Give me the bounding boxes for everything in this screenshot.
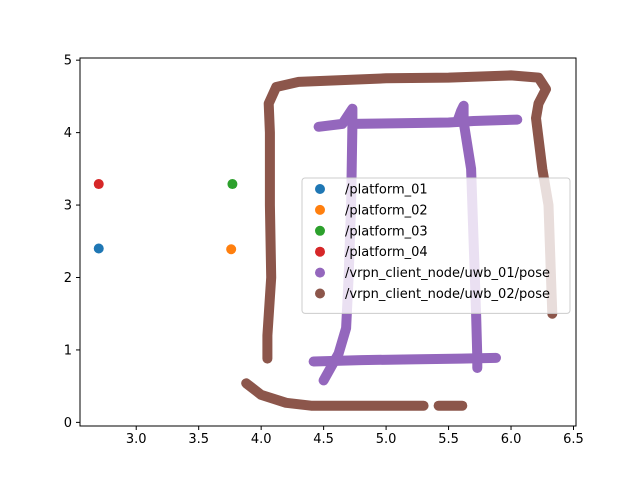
- series-2: [226, 244, 237, 255]
- legend-label: /vrpn_client_node/uwb_01/pose: [345, 266, 550, 281]
- legend-marker: [315, 288, 325, 299]
- trajectory-path: [262, 70, 558, 364]
- y-tick-label: 1: [64, 343, 72, 358]
- data-point: [93, 179, 104, 190]
- data-point: [227, 179, 238, 190]
- trajectory-path: [308, 352, 501, 367]
- series-3: [227, 179, 238, 190]
- legend-marker: [315, 184, 325, 194]
- legend-label: /platform_01: [345, 183, 428, 198]
- legend-box: [301, 177, 571, 314]
- legend-item: /vrpn_client_node/uwb_01/pose: [315, 266, 550, 281]
- x-tick-label: 6.0: [501, 432, 522, 447]
- series-6: [241, 70, 558, 411]
- legend-label: /platform_03: [345, 224, 428, 239]
- y-axis: 0 1 2 3 4 5: [64, 54, 80, 431]
- x-tick-label: 5.5: [438, 432, 459, 447]
- y-tick-label: 3: [64, 199, 72, 214]
- legend-marker: [315, 246, 325, 257]
- legend: /platform_01/platform_02/platform_03/pla…: [301, 177, 571, 314]
- legend-marker: [315, 225, 325, 236]
- series-1: [93, 243, 104, 254]
- legend-item: /vrpn_client_node/uwb_02/pose: [315, 287, 550, 302]
- legend-marker: [315, 267, 325, 278]
- y-tick-label: 0: [64, 416, 72, 431]
- legend-item: /platform_03: [315, 224, 428, 239]
- legend-item: /platform_01: [315, 183, 428, 198]
- plot-frame: [79, 57, 577, 427]
- legend-item: /platform_04: [315, 245, 428, 260]
- trajectory-path: [241, 378, 429, 411]
- x-tick-label: 3.0: [126, 432, 147, 447]
- data-point: [93, 243, 104, 254]
- x-tick-label: 5.0: [376, 432, 397, 447]
- x-tick-label: 4.0: [251, 432, 272, 447]
- x-axis: 3.0 3.5 4.0 4.5 5.0 5.5 6.0 6.5: [126, 426, 584, 447]
- series-4: [93, 179, 104, 190]
- legend-item: /platform_02: [315, 203, 428, 218]
- y-tick-label: 5: [64, 54, 72, 69]
- trajectory-path: [452, 100, 483, 373]
- x-tick-label: 6.5: [563, 432, 584, 447]
- legend-label: /vrpn_client_node/uwb_02/pose: [345, 287, 550, 302]
- x-tick-label: 3.5: [188, 432, 209, 447]
- legend-label: /platform_04: [345, 245, 428, 260]
- data-point: [226, 244, 237, 255]
- x-tick-label: 4.5: [313, 432, 334, 447]
- plot-data-layer: [93, 70, 558, 411]
- legend-label: /platform_02: [345, 203, 428, 218]
- trajectory-path: [347, 114, 523, 129]
- y-tick-label: 2: [64, 271, 72, 286]
- legend-marker: [315, 204, 325, 215]
- y-tick-label: 4: [64, 126, 72, 141]
